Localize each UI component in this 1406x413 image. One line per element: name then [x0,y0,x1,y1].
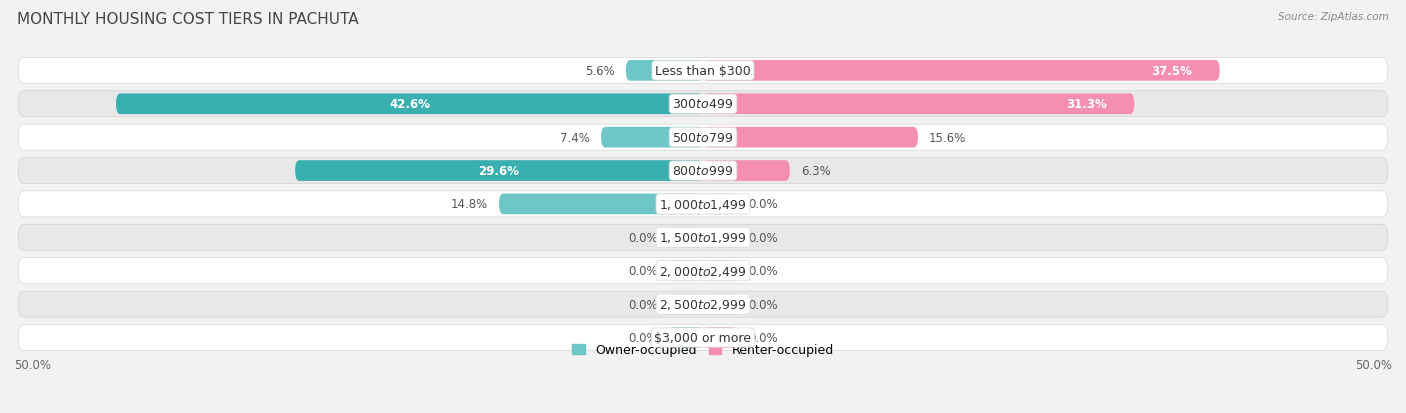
Text: 6.3%: 6.3% [801,165,831,178]
FancyBboxPatch shape [669,328,703,348]
Text: 15.6%: 15.6% [929,131,966,144]
Legend: Owner-occupied, Renter-occupied: Owner-occupied, Renter-occupied [572,343,834,356]
FancyBboxPatch shape [18,125,1388,151]
FancyBboxPatch shape [18,225,1388,251]
FancyBboxPatch shape [600,128,703,148]
Text: 31.3%: 31.3% [1066,98,1107,111]
Text: 29.6%: 29.6% [478,165,520,178]
FancyBboxPatch shape [703,328,738,348]
FancyBboxPatch shape [18,192,1388,217]
FancyBboxPatch shape [703,294,738,315]
Text: 0.0%: 0.0% [748,331,778,344]
Text: 0.0%: 0.0% [748,298,778,311]
Text: 14.8%: 14.8% [451,198,488,211]
Text: $300 to $499: $300 to $499 [672,98,734,111]
FancyBboxPatch shape [18,291,1388,317]
FancyBboxPatch shape [703,228,738,248]
Text: 50.0%: 50.0% [14,358,51,371]
FancyBboxPatch shape [18,158,1388,184]
FancyBboxPatch shape [703,128,918,148]
Text: $2,500 to $2,999: $2,500 to $2,999 [659,297,747,311]
FancyBboxPatch shape [703,161,790,181]
FancyBboxPatch shape [18,58,1388,84]
Text: 0.0%: 0.0% [628,331,658,344]
FancyBboxPatch shape [669,228,703,248]
Text: Less than $300: Less than $300 [655,65,751,78]
Text: 5.6%: 5.6% [585,65,614,78]
Text: 0.0%: 0.0% [748,231,778,244]
Text: Source: ZipAtlas.com: Source: ZipAtlas.com [1278,12,1389,22]
Text: $2,000 to $2,499: $2,000 to $2,499 [659,264,747,278]
FancyBboxPatch shape [703,61,1219,81]
FancyBboxPatch shape [499,194,703,215]
FancyBboxPatch shape [18,92,1388,118]
Text: 0.0%: 0.0% [748,265,778,278]
Text: 0.0%: 0.0% [628,231,658,244]
Text: MONTHLY HOUSING COST TIERS IN PACHUTA: MONTHLY HOUSING COST TIERS IN PACHUTA [17,12,359,27]
FancyBboxPatch shape [18,258,1388,284]
Text: $800 to $999: $800 to $999 [672,165,734,178]
Text: $1,500 to $1,999: $1,500 to $1,999 [659,231,747,245]
Text: 0.0%: 0.0% [748,198,778,211]
Text: 0.0%: 0.0% [628,265,658,278]
FancyBboxPatch shape [18,325,1388,351]
FancyBboxPatch shape [703,94,1135,115]
Text: 7.4%: 7.4% [560,131,591,144]
Text: 0.0%: 0.0% [628,298,658,311]
Text: $3,000 or more: $3,000 or more [655,331,751,344]
Text: $1,000 to $1,499: $1,000 to $1,499 [659,197,747,211]
Text: $500 to $799: $500 to $799 [672,131,734,144]
FancyBboxPatch shape [703,194,738,215]
Text: 37.5%: 37.5% [1152,65,1192,78]
FancyBboxPatch shape [669,294,703,315]
FancyBboxPatch shape [117,94,703,115]
Text: 42.6%: 42.6% [389,98,430,111]
FancyBboxPatch shape [669,261,703,281]
Text: 50.0%: 50.0% [1355,358,1392,371]
FancyBboxPatch shape [626,61,703,81]
FancyBboxPatch shape [295,161,703,181]
FancyBboxPatch shape [703,261,738,281]
